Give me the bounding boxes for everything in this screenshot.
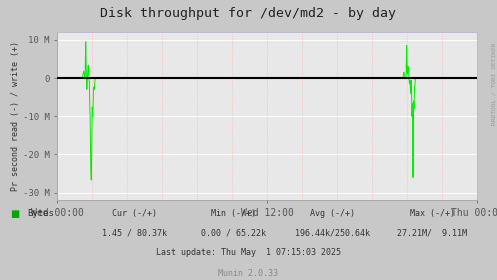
Text: 27.21M/  9.11M: 27.21M/ 9.11M: [398, 228, 467, 237]
Text: 196.44k/250.64k: 196.44k/250.64k: [296, 228, 370, 237]
Text: Last update: Thu May  1 07:15:03 2025: Last update: Thu May 1 07:15:03 2025: [156, 248, 341, 257]
Text: Munin 2.0.33: Munin 2.0.33: [219, 269, 278, 278]
Text: Min (-/+): Min (-/+): [211, 209, 256, 218]
Text: Cur (-/+): Cur (-/+): [112, 209, 157, 218]
Text: 0.00 / 65.22k: 0.00 / 65.22k: [201, 228, 266, 237]
Y-axis label: Pr second read (-) / write (+): Pr second read (-) / write (+): [11, 41, 20, 191]
Text: Avg (-/+): Avg (-/+): [311, 209, 355, 218]
Text: Max (-/+): Max (-/+): [410, 209, 455, 218]
Text: 1.45 / 80.37k: 1.45 / 80.37k: [102, 228, 166, 237]
Text: RRDTOOL / TOBI OETIKER: RRDTOOL / TOBI OETIKER: [491, 43, 496, 125]
Text: Disk throughput for /dev/md2 - by day: Disk throughput for /dev/md2 - by day: [100, 7, 397, 20]
Text: Bytes: Bytes: [27, 209, 54, 218]
Text: ■: ■: [10, 209, 19, 219]
